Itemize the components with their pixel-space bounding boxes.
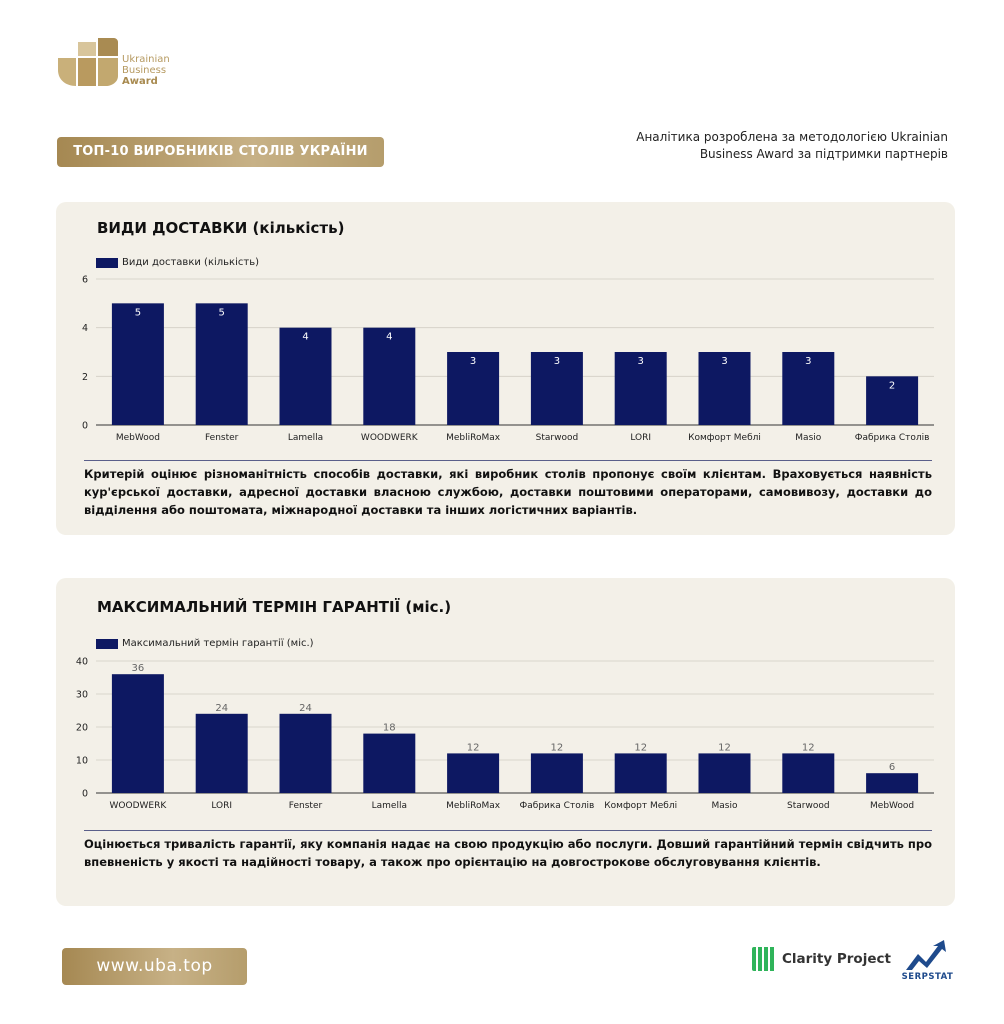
serpstat-icon: [906, 940, 946, 970]
clarity-project-logo: Clarity Project: [752, 947, 891, 971]
y-tick-label: 2: [82, 372, 88, 383]
bar: [614, 352, 667, 425]
logo-line-business: Business: [122, 65, 167, 76]
data-label: 18: [383, 723, 396, 734]
data-label: 24: [299, 703, 312, 714]
uba-logo-text: Ukrainian Business Award: [122, 54, 170, 87]
warranty-chart-card: МАКСИМАЛЬНИЙ ТЕРМІН ГАРАНТІЇ (міс.) Макс…: [56, 578, 955, 906]
methodology-note: Аналітика розроблена за методологією Ukr…: [636, 130, 948, 161]
warranty-chart-legend: Максимальний термін гарантії (міс.): [96, 638, 314, 649]
x-tick-label: Masio: [795, 433, 821, 443]
data-label: 2: [889, 380, 895, 391]
data-label: 4: [302, 332, 308, 343]
x-tick-label: LORI: [211, 801, 232, 811]
bar: [530, 753, 583, 793]
bar: [447, 753, 500, 793]
logo-line-ukrainian: Ukrainian: [122, 54, 170, 65]
bar: [614, 753, 667, 793]
bar: [195, 713, 248, 793]
data-label: 12: [467, 742, 480, 753]
legend-label: Види доставки (кількість): [122, 257, 259, 268]
bar: [363, 733, 416, 793]
data-label: 5: [135, 307, 141, 318]
x-tick-label: Комфорт Меблі: [604, 801, 677, 811]
x-tick-label: Комфорт Меблі: [688, 433, 761, 443]
legend-swatch: [96, 638, 118, 649]
x-tick-label: MebWood: [116, 433, 160, 443]
x-tick-label: Starwood: [787, 801, 830, 811]
x-tick-label: Starwood: [536, 433, 579, 443]
warranty-description: Оцінюється тривалість гарантії, яку комп…: [84, 830, 932, 871]
x-tick-label: MebliRoMax: [446, 433, 501, 443]
delivery-bar-chart: 0 2 4 6 5 MebWood 5 Fenster 4 Lamella 4 WOODWERK 3 Me…: [82, 275, 934, 443]
data-label: 3: [805, 356, 811, 367]
x-tick-label: Lamella: [288, 433, 323, 443]
x-tick-label: WOODWERK: [361, 433, 419, 443]
clarity-project-label: Clarity Project: [782, 951, 891, 967]
delivery-chart-title: ВИДИ ДОСТАВКИ (кількість): [97, 219, 345, 237]
x-tick-label: Фабрика Столів: [855, 433, 930, 443]
x-tick-label: Фабрика Столів: [520, 801, 595, 811]
y-tick-label: 0: [82, 789, 88, 800]
bar: [698, 352, 751, 425]
data-label: 12: [551, 742, 564, 753]
data-label: 3: [721, 356, 727, 367]
bar: [866, 773, 919, 793]
bar: [111, 303, 164, 425]
page-title: ТОП-10 ВИРОБНИКІВ СТОЛІВ УКРАЇНИ 2026: [57, 137, 384, 189]
y-tick-label: 0: [82, 421, 88, 432]
data-label: 6: [889, 762, 895, 773]
bar: [195, 303, 248, 425]
y-tick-label: 4: [82, 323, 88, 334]
data-label: 36: [132, 663, 145, 674]
bar: [111, 674, 164, 793]
x-tick-label: Fenster: [205, 433, 239, 443]
uba-logo-mark: [58, 38, 118, 86]
bar: [447, 352, 500, 425]
serpstat-label: SERPSTAT: [901, 972, 954, 982]
x-tick-label: MebWood: [870, 801, 914, 811]
y-tick-label: 30: [76, 690, 88, 701]
bar: [530, 352, 583, 425]
uba-logo: Ukrainian Business Award: [56, 36, 186, 92]
data-label: 5: [219, 307, 225, 318]
data-label: 24: [215, 703, 228, 714]
data-label: 3: [554, 356, 560, 367]
data-label: 12: [718, 742, 731, 753]
legend-swatch: [96, 257, 118, 268]
legend-label: Максимальний термін гарантії (міс.): [122, 638, 314, 649]
x-tick-label: Masio: [712, 801, 738, 811]
x-tick-label: Fenster: [289, 801, 323, 811]
data-label: 12: [634, 742, 647, 753]
data-label: 3: [638, 356, 644, 367]
data-label: 12: [802, 742, 815, 753]
bar: [698, 753, 751, 793]
delivery-chart-card: ВИДИ ДОСТАВКИ (кількість) Види доставки …: [56, 202, 955, 535]
data-label: 4: [386, 332, 392, 343]
website-link[interactable]: www.uba.top: [62, 948, 247, 985]
warranty-bar-chart: 0 10 20 30 40 36 WOODWERK 24 LORI 24 Fenster 18 Lame…: [76, 657, 934, 811]
x-tick-label: LORI: [630, 433, 651, 443]
y-tick-label: 40: [76, 657, 88, 668]
bar: [279, 713, 332, 793]
clarity-project-icon: [752, 947, 776, 971]
bar: [782, 352, 835, 425]
serpstat-logo: SERPSTAT: [900, 940, 955, 984]
y-tick-label: 20: [76, 723, 88, 734]
x-tick-label: MebliRoMax: [446, 801, 501, 811]
logo-line-award: Award: [122, 76, 158, 87]
x-tick-label: WOODWERK: [110, 801, 168, 811]
warranty-chart-title: МАКСИМАЛЬНИЙ ТЕРМІН ГАРАНТІЇ (міс.): [97, 598, 452, 616]
bar: [363, 327, 416, 425]
y-tick-label: 6: [82, 275, 88, 286]
bar: [279, 327, 332, 425]
x-tick-label: Lamella: [372, 801, 407, 811]
data-label: 3: [470, 356, 476, 367]
bar: [782, 753, 835, 793]
bar: [866, 376, 919, 425]
y-tick-label: 10: [76, 756, 88, 767]
delivery-description: Критерій оцінює різноманітність способів…: [84, 460, 932, 519]
delivery-chart-legend: Види доставки (кількість): [96, 257, 259, 268]
